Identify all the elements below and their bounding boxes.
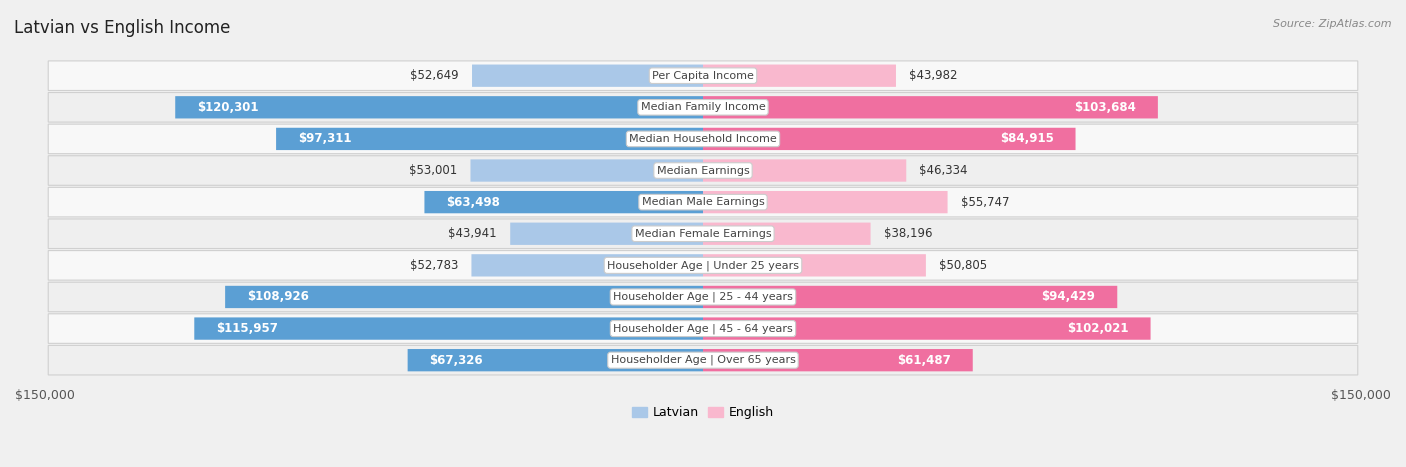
FancyBboxPatch shape <box>276 128 703 150</box>
Text: $108,926: $108,926 <box>247 290 309 304</box>
FancyBboxPatch shape <box>48 124 1358 154</box>
Text: Median Family Income: Median Family Income <box>641 102 765 112</box>
FancyBboxPatch shape <box>48 346 1358 375</box>
Text: Median Female Earnings: Median Female Earnings <box>634 229 772 239</box>
Text: $61,487: $61,487 <box>897 354 950 367</box>
FancyBboxPatch shape <box>48 92 1358 122</box>
Text: Householder Age | Over 65 years: Householder Age | Over 65 years <box>610 355 796 366</box>
FancyBboxPatch shape <box>703 64 896 87</box>
Text: $52,649: $52,649 <box>411 69 458 82</box>
FancyBboxPatch shape <box>472 64 703 87</box>
FancyBboxPatch shape <box>194 318 703 340</box>
Text: Householder Age | 25 - 44 years: Householder Age | 25 - 44 years <box>613 292 793 302</box>
FancyBboxPatch shape <box>48 282 1358 312</box>
Text: $84,915: $84,915 <box>1000 133 1053 145</box>
FancyBboxPatch shape <box>425 191 703 213</box>
Text: Median Earnings: Median Earnings <box>657 165 749 176</box>
FancyBboxPatch shape <box>48 187 1358 217</box>
Text: Per Capita Income: Per Capita Income <box>652 71 754 81</box>
FancyBboxPatch shape <box>703 191 948 213</box>
Text: $63,498: $63,498 <box>446 196 501 209</box>
Text: $53,001: $53,001 <box>409 164 457 177</box>
FancyBboxPatch shape <box>510 223 703 245</box>
FancyBboxPatch shape <box>408 349 703 371</box>
Text: Latvian vs English Income: Latvian vs English Income <box>14 19 231 37</box>
FancyBboxPatch shape <box>471 159 703 182</box>
FancyBboxPatch shape <box>48 219 1358 248</box>
FancyBboxPatch shape <box>703 254 927 276</box>
Text: $38,196: $38,196 <box>884 227 932 240</box>
Text: $55,747: $55,747 <box>960 196 1010 209</box>
Text: $52,783: $52,783 <box>411 259 458 272</box>
Text: $43,941: $43,941 <box>449 227 498 240</box>
Text: Source: ZipAtlas.com: Source: ZipAtlas.com <box>1274 19 1392 28</box>
Text: $115,957: $115,957 <box>217 322 278 335</box>
FancyBboxPatch shape <box>703 128 1076 150</box>
Text: Householder Age | Under 25 years: Householder Age | Under 25 years <box>607 260 799 270</box>
FancyBboxPatch shape <box>703 286 1118 308</box>
FancyBboxPatch shape <box>48 314 1358 343</box>
FancyBboxPatch shape <box>48 251 1358 280</box>
Text: $103,684: $103,684 <box>1074 101 1136 114</box>
Text: $102,021: $102,021 <box>1067 322 1129 335</box>
Text: $46,334: $46,334 <box>920 164 967 177</box>
Text: Householder Age | 45 - 64 years: Householder Age | 45 - 64 years <box>613 323 793 334</box>
Text: $67,326: $67,326 <box>430 354 484 367</box>
FancyBboxPatch shape <box>176 96 703 119</box>
Text: $120,301: $120,301 <box>197 101 259 114</box>
Text: Median Male Earnings: Median Male Earnings <box>641 197 765 207</box>
FancyBboxPatch shape <box>703 349 973 371</box>
FancyBboxPatch shape <box>48 61 1358 91</box>
FancyBboxPatch shape <box>703 318 1150 340</box>
FancyBboxPatch shape <box>703 96 1159 119</box>
FancyBboxPatch shape <box>471 254 703 276</box>
Text: $94,429: $94,429 <box>1042 290 1095 304</box>
Text: $43,982: $43,982 <box>910 69 957 82</box>
FancyBboxPatch shape <box>225 286 703 308</box>
FancyBboxPatch shape <box>703 223 870 245</box>
Text: Median Household Income: Median Household Income <box>628 134 778 144</box>
FancyBboxPatch shape <box>703 159 907 182</box>
Text: $50,805: $50,805 <box>939 259 987 272</box>
Text: $97,311: $97,311 <box>298 133 352 145</box>
FancyBboxPatch shape <box>48 156 1358 185</box>
Legend: Latvian, English: Latvian, English <box>627 401 779 424</box>
